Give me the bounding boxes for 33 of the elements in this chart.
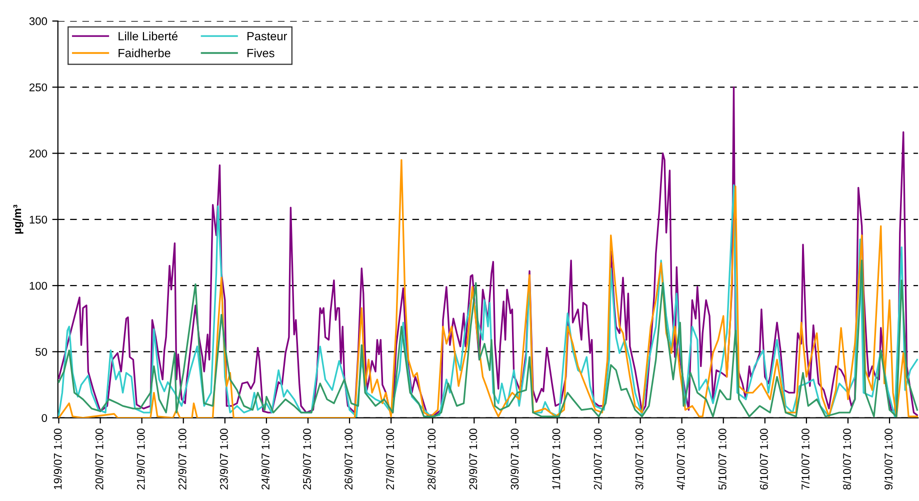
x-tick-label: 4/10/07 1:00 (676, 428, 685, 490)
y-tick-label: 150 (30, 216, 48, 224)
y-tick-label: 250 (30, 83, 48, 92)
x-tick-label: 8/10/07 1:00 (842, 428, 851, 490)
y-tick-label: 0 (42, 414, 48, 422)
x-tick-label: 9/10/07 1:00 (884, 428, 893, 490)
x-tick-label: 25/9/07 1:00 (302, 428, 311, 490)
x-tick-label: 24/9/07 1:00 (261, 428, 270, 490)
x-tick-label: 22/9/07 1:00 (178, 428, 186, 490)
x-tick-label: 28/9/07 1:00 (427, 428, 436, 490)
x-tick-label: 21/9/07 1:00 (136, 428, 145, 490)
legend-label: Faidherbe (118, 48, 170, 58)
x-tick-label: 2/10/07 1:00 (594, 428, 602, 490)
x-tick-label: 7/10/07 1:00 (801, 428, 810, 490)
y-tick-label: 300 (29, 17, 48, 26)
x-tick-label: 1/10/07 1:00 (552, 428, 560, 490)
y-tick-label: 200 (30, 150, 48, 158)
legend-label: Lille Liberté (118, 32, 178, 40)
x-tick-label: 30/9/07 1:00 (510, 428, 519, 490)
x-tick-label: 5/10/07 1:00 (718, 428, 726, 490)
y-tick-label: 100 (30, 282, 48, 290)
x-tick-label: 6/10/07 1:00 (760, 428, 768, 490)
x-tick-label: 26/9/07 1:00 (344, 428, 353, 490)
x-tick-label: 23/9/07 1:00 (220, 428, 228, 490)
y-tick-label: 50 (36, 348, 48, 356)
x-tick-label: 3/10/07 1:00 (635, 428, 644, 490)
x-tick-label: 20/9/07 1:00 (95, 428, 104, 490)
legend-label: Fives (247, 48, 274, 58)
y-axis-title: µg/m³ (12, 204, 24, 234)
x-tick-label: 19/9/07 1:00 (54, 428, 62, 490)
legend-label: Pasteur (247, 32, 288, 40)
x-tick-label: 27/9/07 1:00 (386, 428, 394, 490)
x-tick-label: 29/9/07 1:00 (468, 428, 478, 490)
